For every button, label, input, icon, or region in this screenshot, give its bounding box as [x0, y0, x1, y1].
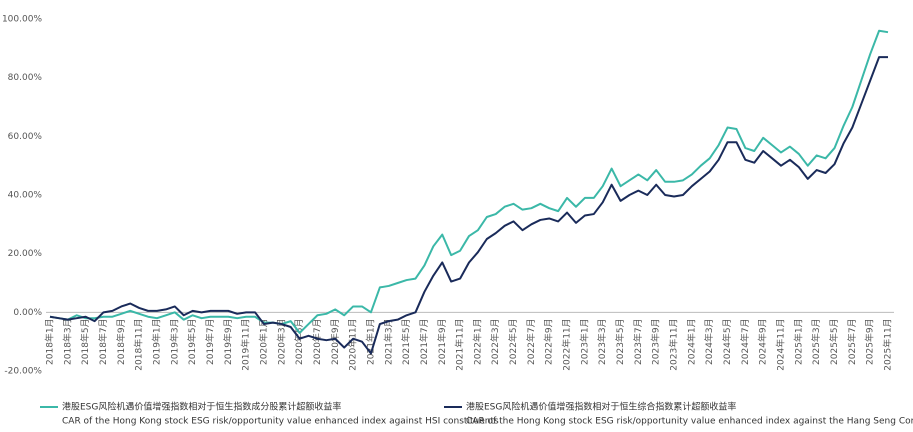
x-tick-label: 2018年7月: [97, 318, 109, 365]
y-tick-label: 60.00%: [8, 132, 43, 142]
x-tick-label: 2024年1月: [685, 318, 697, 365]
x-tick-label: 2025年9月: [864, 318, 876, 365]
x-tick-label: 2022年5月: [507, 318, 519, 365]
x-tick-label: 2019年3月: [168, 318, 180, 365]
x-tick-label: 2019年1月: [150, 318, 162, 365]
x-tick-label: 2023年11月: [668, 318, 680, 370]
x-tick-label: 2022年1月: [471, 318, 483, 365]
x-tick-label: 2021年1月: [364, 318, 376, 365]
y-tick-label: 20.00%: [8, 249, 43, 259]
x-tick-label: 2018年11月: [133, 318, 145, 370]
x-tick-label: 2020年7月: [311, 318, 323, 365]
x-tick-label: 2019年5月: [186, 318, 198, 365]
x-tick-label: 2022年9月: [543, 318, 555, 365]
x-tick-label: 2025年7月: [846, 318, 858, 365]
x-tick-label: 2022年11月: [561, 318, 573, 370]
x-tick-label: 2023年1月: [578, 318, 590, 365]
x-tick-label: 2018年9月: [115, 318, 127, 365]
x-tick-label: 2020年9月: [329, 318, 341, 365]
legend-label-en: CAR of the Hong Kong stock ESG risk/oppo…: [62, 417, 499, 427]
x-tick-label: 2021年5月: [400, 318, 412, 365]
x-tick-label: 2024年7月: [739, 318, 751, 365]
series-line: [49, 29, 889, 334]
x-tick-label: 2025年11月: [882, 318, 894, 370]
x-tick-label: 2023年5月: [614, 318, 626, 365]
x-tick-label: 2024年11月: [775, 318, 787, 370]
x-tick-label: 2025年3月: [810, 318, 822, 365]
x-tick-label: 2022年7月: [525, 318, 537, 365]
y-tick-label: 0.00%: [13, 308, 42, 318]
x-tick-label: 2023年7月: [632, 318, 644, 365]
x-tick-label: 2019年9月: [222, 318, 234, 365]
x-tick-label: 2019年7月: [204, 318, 216, 365]
x-tick-label: 2021年11月: [454, 318, 466, 370]
x-tick-label: 2022年3月: [489, 318, 501, 365]
x-tick-label: 2018年3月: [61, 318, 73, 365]
y-tick-label: 40.00%: [8, 191, 43, 201]
x-tick-label: 2023年3月: [596, 318, 608, 365]
series-line: [49, 56, 888, 355]
x-tick-label: 2018年5月: [79, 318, 91, 365]
x-tick-label: 2025年1月: [792, 318, 804, 365]
legend-label: 港股ESG风险机遇价值增强指数相对于恒生综合指数累计超额收益率: [466, 401, 736, 413]
x-tick-label: 2024年9月: [757, 318, 769, 365]
x-tick-label: 2020年3月: [275, 318, 287, 365]
x-tick-label: 2019年11月: [240, 318, 252, 370]
y-tick-label: 80.00%: [8, 73, 43, 83]
x-tick-label: 2025年5月: [828, 318, 840, 365]
x-tick-label: 2020年1月: [257, 318, 269, 365]
x-tick-label: 2023年9月: [650, 318, 662, 365]
x-tick-label: 2021年7月: [418, 318, 430, 365]
x-tick-label: 2018年1月: [44, 318, 56, 365]
legend-label: 港股ESG风险机遇价值增强指数相对于恒生指数成分股累计超额收益率: [62, 401, 341, 413]
y-tick-label: 100.00%: [2, 15, 42, 25]
x-tick-label: 2020年11月: [347, 318, 359, 370]
x-tick-label: 2021年9月: [436, 318, 448, 365]
legend-label-en: CAR of the Hong Kong stock ESG risk/oppo…: [466, 417, 913, 427]
x-tick-label: 2021年3月: [382, 318, 394, 365]
y-tick-label: -20.00%: [4, 367, 42, 377]
x-tick-label: 2024年3月: [703, 318, 715, 365]
x-tick-label: 2024年5月: [721, 318, 733, 365]
